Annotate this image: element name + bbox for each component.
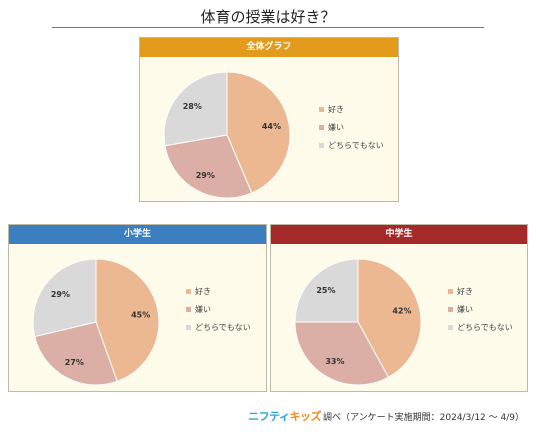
- pie-slice-like: [357, 258, 422, 378]
- pie-chart-middle-school: 42% 33% 25%: [294, 258, 422, 386]
- legend-label: どちらでもない: [195, 322, 251, 332]
- legend-swatch: [186, 306, 191, 312]
- chart-panel-elementary: 小学生 45% 27% 29% 好き 嫌い どちらでもない: [8, 224, 267, 392]
- pie-slice-dislike: [164, 134, 253, 199]
- legend-item-neutral: どちらでもない: [448, 318, 513, 336]
- legend: 好き 嫌い どちらでもない: [319, 100, 384, 154]
- legend-label: 嫌い: [328, 122, 344, 132]
- legend-item-neutral: どちらでもない: [319, 136, 384, 154]
- legend-item-neutral: どちらでもない: [186, 318, 251, 336]
- legend-swatch: [319, 124, 324, 130]
- legend-label: 好き: [195, 286, 211, 296]
- legend: 好き 嫌い どちらでもない: [186, 282, 251, 336]
- pie-slice-dislike: [34, 321, 118, 386]
- data-label-dislike: 29%: [196, 171, 215, 180]
- legend-swatch: [448, 324, 453, 330]
- legend-item-dislike: 嫌い: [448, 300, 513, 318]
- chart-panel-overall: 全体グラフ 44% 29% 28% 好き 嫌い どちらでもない: [139, 37, 399, 202]
- panel-header: 全体グラフ: [140, 38, 398, 57]
- legend-item-like: 好き: [448, 282, 513, 300]
- panel-header: 小学生: [9, 225, 266, 244]
- pie-slice-neutral: [294, 258, 359, 323]
- niftykids-logo: ニフティキッズ: [248, 408, 321, 424]
- pie-slice-neutral: [163, 71, 228, 147]
- data-label-like: 42%: [392, 307, 411, 316]
- data-label-dislike: 33%: [325, 357, 344, 366]
- source-footer: ニフティキッズ 調べ（アンケート実施期間：2024/3/12 ～ 4/9）: [248, 408, 524, 424]
- legend-swatch: [448, 288, 453, 294]
- legend-item-dislike: 嫌い: [186, 300, 251, 318]
- title-divider: [52, 27, 484, 28]
- legend-label: どちらでもない: [328, 140, 384, 150]
- legend-swatch: [186, 288, 191, 294]
- legend-item-like: 好き: [319, 100, 384, 118]
- data-label-neutral: 28%: [183, 102, 202, 111]
- logo-part-1: ニフティ: [248, 410, 290, 423]
- data-label-like: 45%: [131, 310, 150, 319]
- legend-label: 好き: [457, 286, 473, 296]
- logo-part-2: キッズ: [289, 410, 322, 423]
- legend-swatch: [448, 306, 453, 312]
- pie-slice-dislike: [294, 321, 390, 386]
- pie-slice-neutral: [32, 258, 97, 338]
- legend-item-like: 好き: [186, 282, 251, 300]
- data-label-dislike: 27%: [65, 358, 84, 367]
- legend-label: 好き: [328, 104, 344, 114]
- legend-swatch: [319, 106, 324, 112]
- pie-chart-elementary: 45% 27% 29%: [32, 258, 160, 386]
- legend-item-dislike: 嫌い: [319, 118, 384, 136]
- page-title: 体育の授業は好き？: [200, 8, 336, 26]
- footer-text: 調べ（アンケート実施期間：2024/3/12 ～ 4/9）: [323, 413, 524, 423]
- legend-label: 嫌い: [195, 304, 211, 314]
- legend-swatch: [186, 324, 191, 330]
- legend-label: どちらでもない: [457, 322, 513, 332]
- chart-panel-middle-school: 中学生 42% 33% 25% 好き 嫌い どちらでもない: [270, 224, 528, 392]
- pie-chart-overall: 44% 29% 28%: [163, 71, 291, 199]
- panel-header: 中学生: [271, 225, 527, 244]
- pie-slice-like: [95, 258, 160, 382]
- data-label-neutral: 25%: [316, 286, 335, 295]
- legend-label: 嫌い: [457, 304, 473, 314]
- data-label-neutral: 29%: [51, 290, 70, 299]
- pie-slice-like: [226, 71, 291, 194]
- data-label-like: 44%: [262, 122, 281, 131]
- legend: 好き 嫌い どちらでもない: [448, 282, 513, 336]
- legend-swatch: [319, 142, 324, 148]
